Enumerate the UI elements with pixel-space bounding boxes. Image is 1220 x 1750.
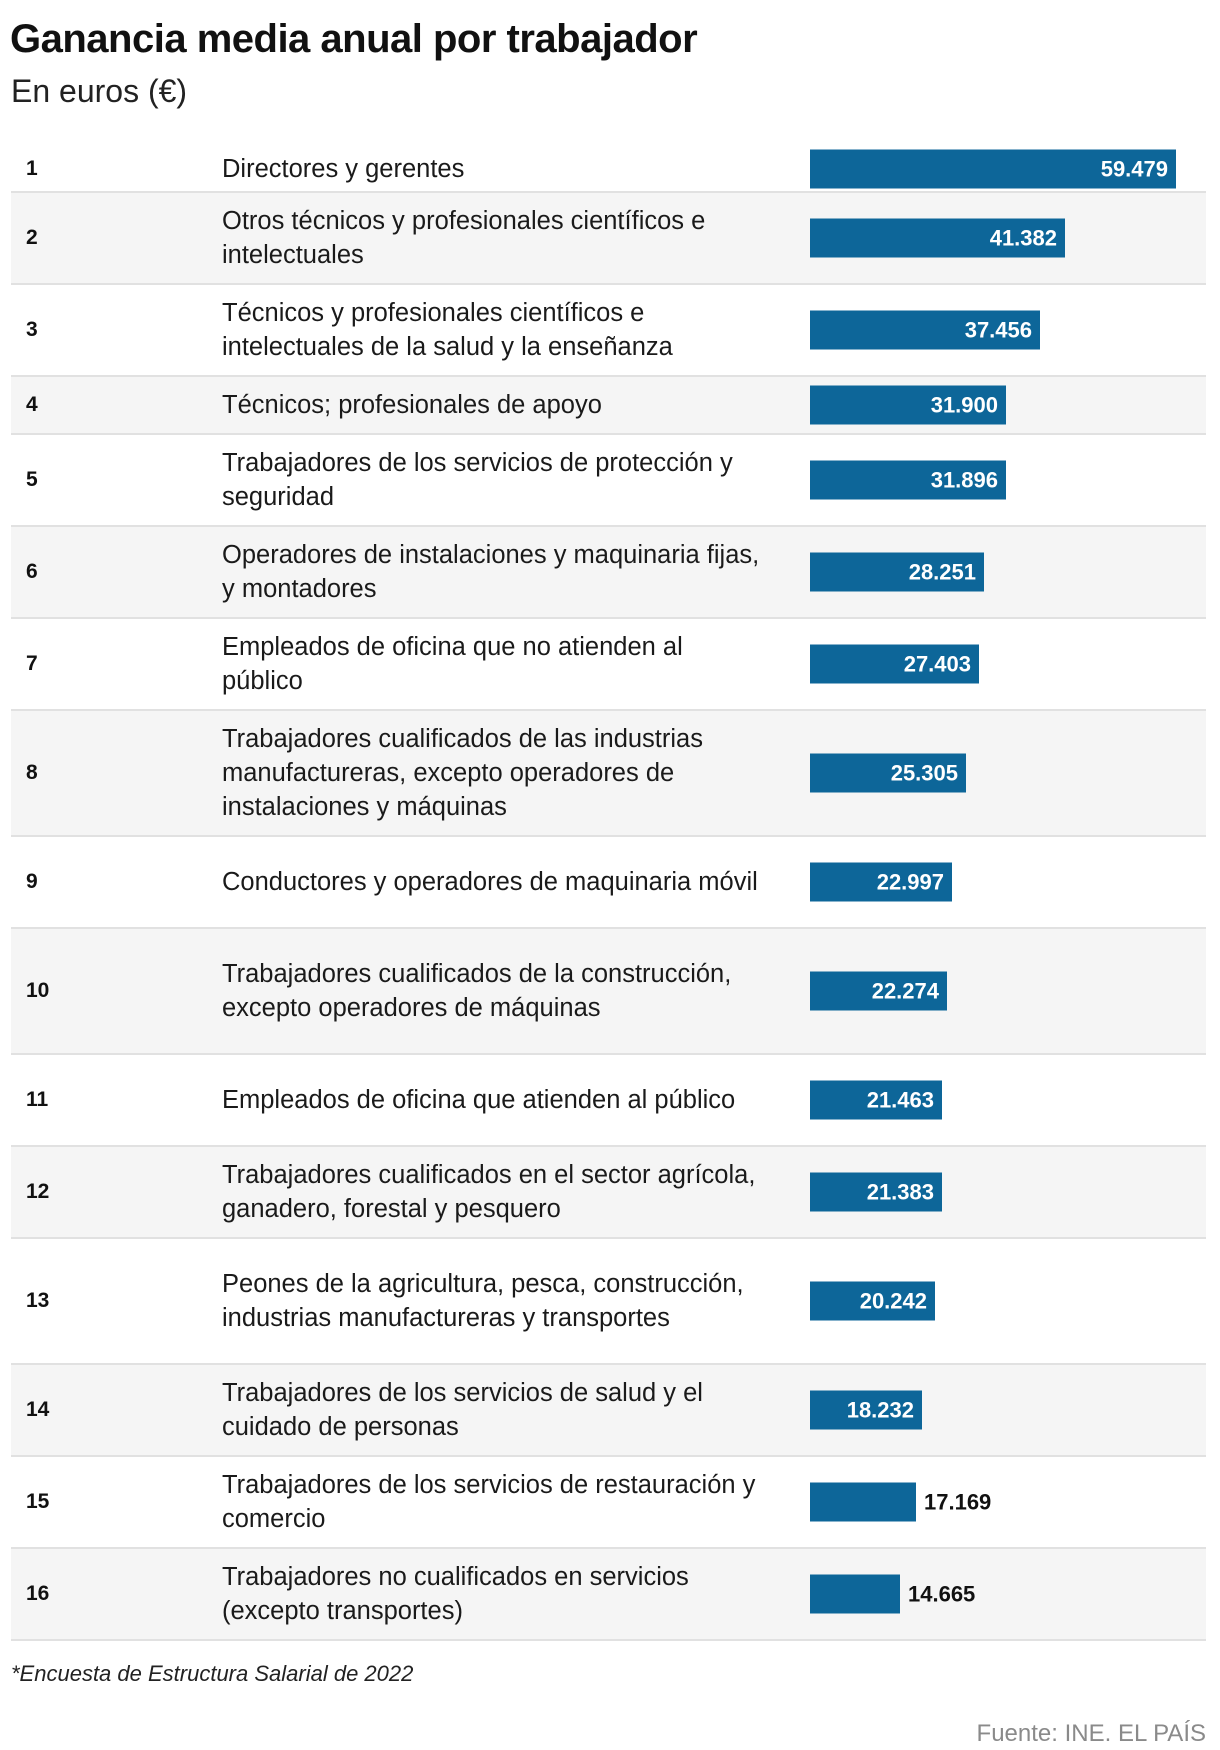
value-label: 14.665	[908, 1581, 976, 1607]
row-rank: 12	[26, 1180, 50, 1203]
chart-title: Ganancia media anual por trabajador	[10, 17, 698, 61]
value-bar	[810, 1172, 942, 1212]
table-row: 15 Trabajadores de los servicios de resta…	[11, 1457, 1206, 1549]
row-label: Trabajadores de los servicios de protecc…	[222, 449, 733, 511]
table-row: 3 Técnicos y profesionales científicos e …	[11, 285, 1206, 377]
value-bar	[810, 149, 1176, 189]
row-rank: 5	[26, 468, 38, 491]
row-rank: 9	[26, 870, 38, 893]
value-label: 22.997	[876, 869, 944, 895]
value-label: 31.900	[930, 392, 998, 418]
row-label: Trabajadores no cualificados en servicio…	[222, 1563, 689, 1625]
row-rank: 11	[26, 1088, 49, 1111]
row-rank: 8	[26, 761, 38, 784]
row-rank: 13	[26, 1289, 50, 1312]
table-row: 1 Directores y gerentes 59.479	[11, 147, 1206, 193]
table-row: 10 Trabajadores cualificados de la constr…	[11, 929, 1206, 1055]
value-label: 21.383	[866, 1179, 934, 1205]
footnote: *Encuesta de Estructura Salarial de 2022	[11, 1661, 414, 1686]
value-label: 37.456	[964, 317, 1032, 343]
value-label: 41.382	[989, 225, 1057, 251]
row-label: Directores y gerentes	[222, 155, 465, 183]
table-row: 2 Otros técnicos y profesionales científi…	[11, 193, 1206, 285]
source-credit: Fuente: INE. EL PAÍS	[976, 1720, 1206, 1747]
row-label: Técnicos; profesionales de apoyo	[222, 391, 602, 419]
value-bar	[810, 1390, 922, 1430]
row-rank: 16	[26, 1582, 50, 1605]
value-label: 27.403	[903, 651, 971, 677]
table-row: 16 Trabajadores no cualificados en servic…	[11, 1549, 1206, 1641]
value-label: 20.242	[859, 1288, 927, 1314]
value-bar	[810, 1080, 942, 1120]
row-rank: 10	[26, 979, 50, 1002]
row-rank: 15	[26, 1490, 50, 1513]
table-row: 7 Empleados de oficina que no atienden al…	[11, 619, 1206, 711]
table-row: 8 Trabajadores cualificados de las indust…	[11, 711, 1206, 837]
table-row: 14 Trabajadores de los servicios de salud…	[11, 1365, 1206, 1457]
value-bar	[810, 385, 1006, 425]
value-bar	[810, 971, 947, 1011]
row-label: Empleados de oficina que no atienden al …	[222, 633, 683, 695]
row-label: Empleados de oficina que atienden al púb…	[222, 1086, 736, 1114]
value-label: 18.232	[846, 1397, 914, 1423]
row-label: Conductores y operadores de maquinaria m…	[222, 868, 758, 896]
row-label: Trabajadores cualificados de las industr…	[222, 725, 703, 821]
value-label: 28.251	[908, 559, 976, 585]
row-rank: 6	[26, 560, 38, 583]
value-label: 59.479	[1100, 156, 1168, 182]
value-bar	[810, 310, 1040, 350]
row-rank: 14	[26, 1398, 50, 1421]
value-bar	[810, 862, 952, 902]
ranking-table: 1 Directores y gerentes 59.479 2 Otros técni…	[11, 147, 1206, 1641]
row-label: Peones de la agricultura, pesca, constru…	[222, 1270, 744, 1332]
value-label: 31.896	[930, 467, 998, 493]
row-rank: 3	[26, 318, 38, 341]
value-label: 25.305	[890, 760, 958, 786]
row-rank: 1	[26, 157, 38, 180]
value-bar	[810, 1574, 900, 1614]
row-rank: 2	[26, 226, 38, 249]
table-row: 9 Conductores y operadores de maquinaria …	[11, 837, 1206, 929]
row-label: Operadores de instalaciones y maquinaria…	[222, 541, 760, 603]
value-bar	[810, 753, 966, 793]
table-row: 4 Técnicos; profesionales de apoyo 31.900	[11, 377, 1206, 435]
row-label: Trabajadores de los servicios de salud y…	[222, 1379, 703, 1441]
chart-subtitle: En euros (€)	[11, 73, 188, 109]
value-label: 17.169	[924, 1489, 992, 1515]
row-rank: 4	[26, 393, 38, 416]
value-bar	[810, 1281, 935, 1321]
value-bar	[810, 218, 1065, 258]
value-label: 22.274	[871, 978, 939, 1004]
table-row: 12 Trabajadores cualificados en el sector…	[11, 1147, 1206, 1239]
row-label: Técnicos y profesionales científicos e i…	[222, 299, 673, 361]
table-row: 13 Peones de la agricultura, pesca, const…	[11, 1239, 1206, 1365]
row-label: Trabajadores cualificados en el sector a…	[222, 1161, 756, 1223]
table-row: 5 Trabajadores de los servicios de protec…	[11, 435, 1206, 527]
value-bar	[810, 460, 1006, 500]
row-label: Trabajadores de los servicios de restaur…	[222, 1471, 756, 1533]
value-bar	[810, 552, 984, 592]
row-label: Trabajadores cualificados de la construc…	[222, 960, 732, 1022]
table-row: 11 Empleados de oficina que atienden al p…	[11, 1055, 1206, 1147]
table-row: 6 Operadores de instalaciones y maquinari…	[11, 527, 1206, 619]
row-label: Otros técnicos y profesionales científic…	[222, 207, 706, 269]
value-label: 21.463	[866, 1087, 934, 1113]
value-bar	[810, 1482, 916, 1522]
row-rank: 7	[26, 652, 38, 675]
value-bar	[810, 644, 979, 684]
